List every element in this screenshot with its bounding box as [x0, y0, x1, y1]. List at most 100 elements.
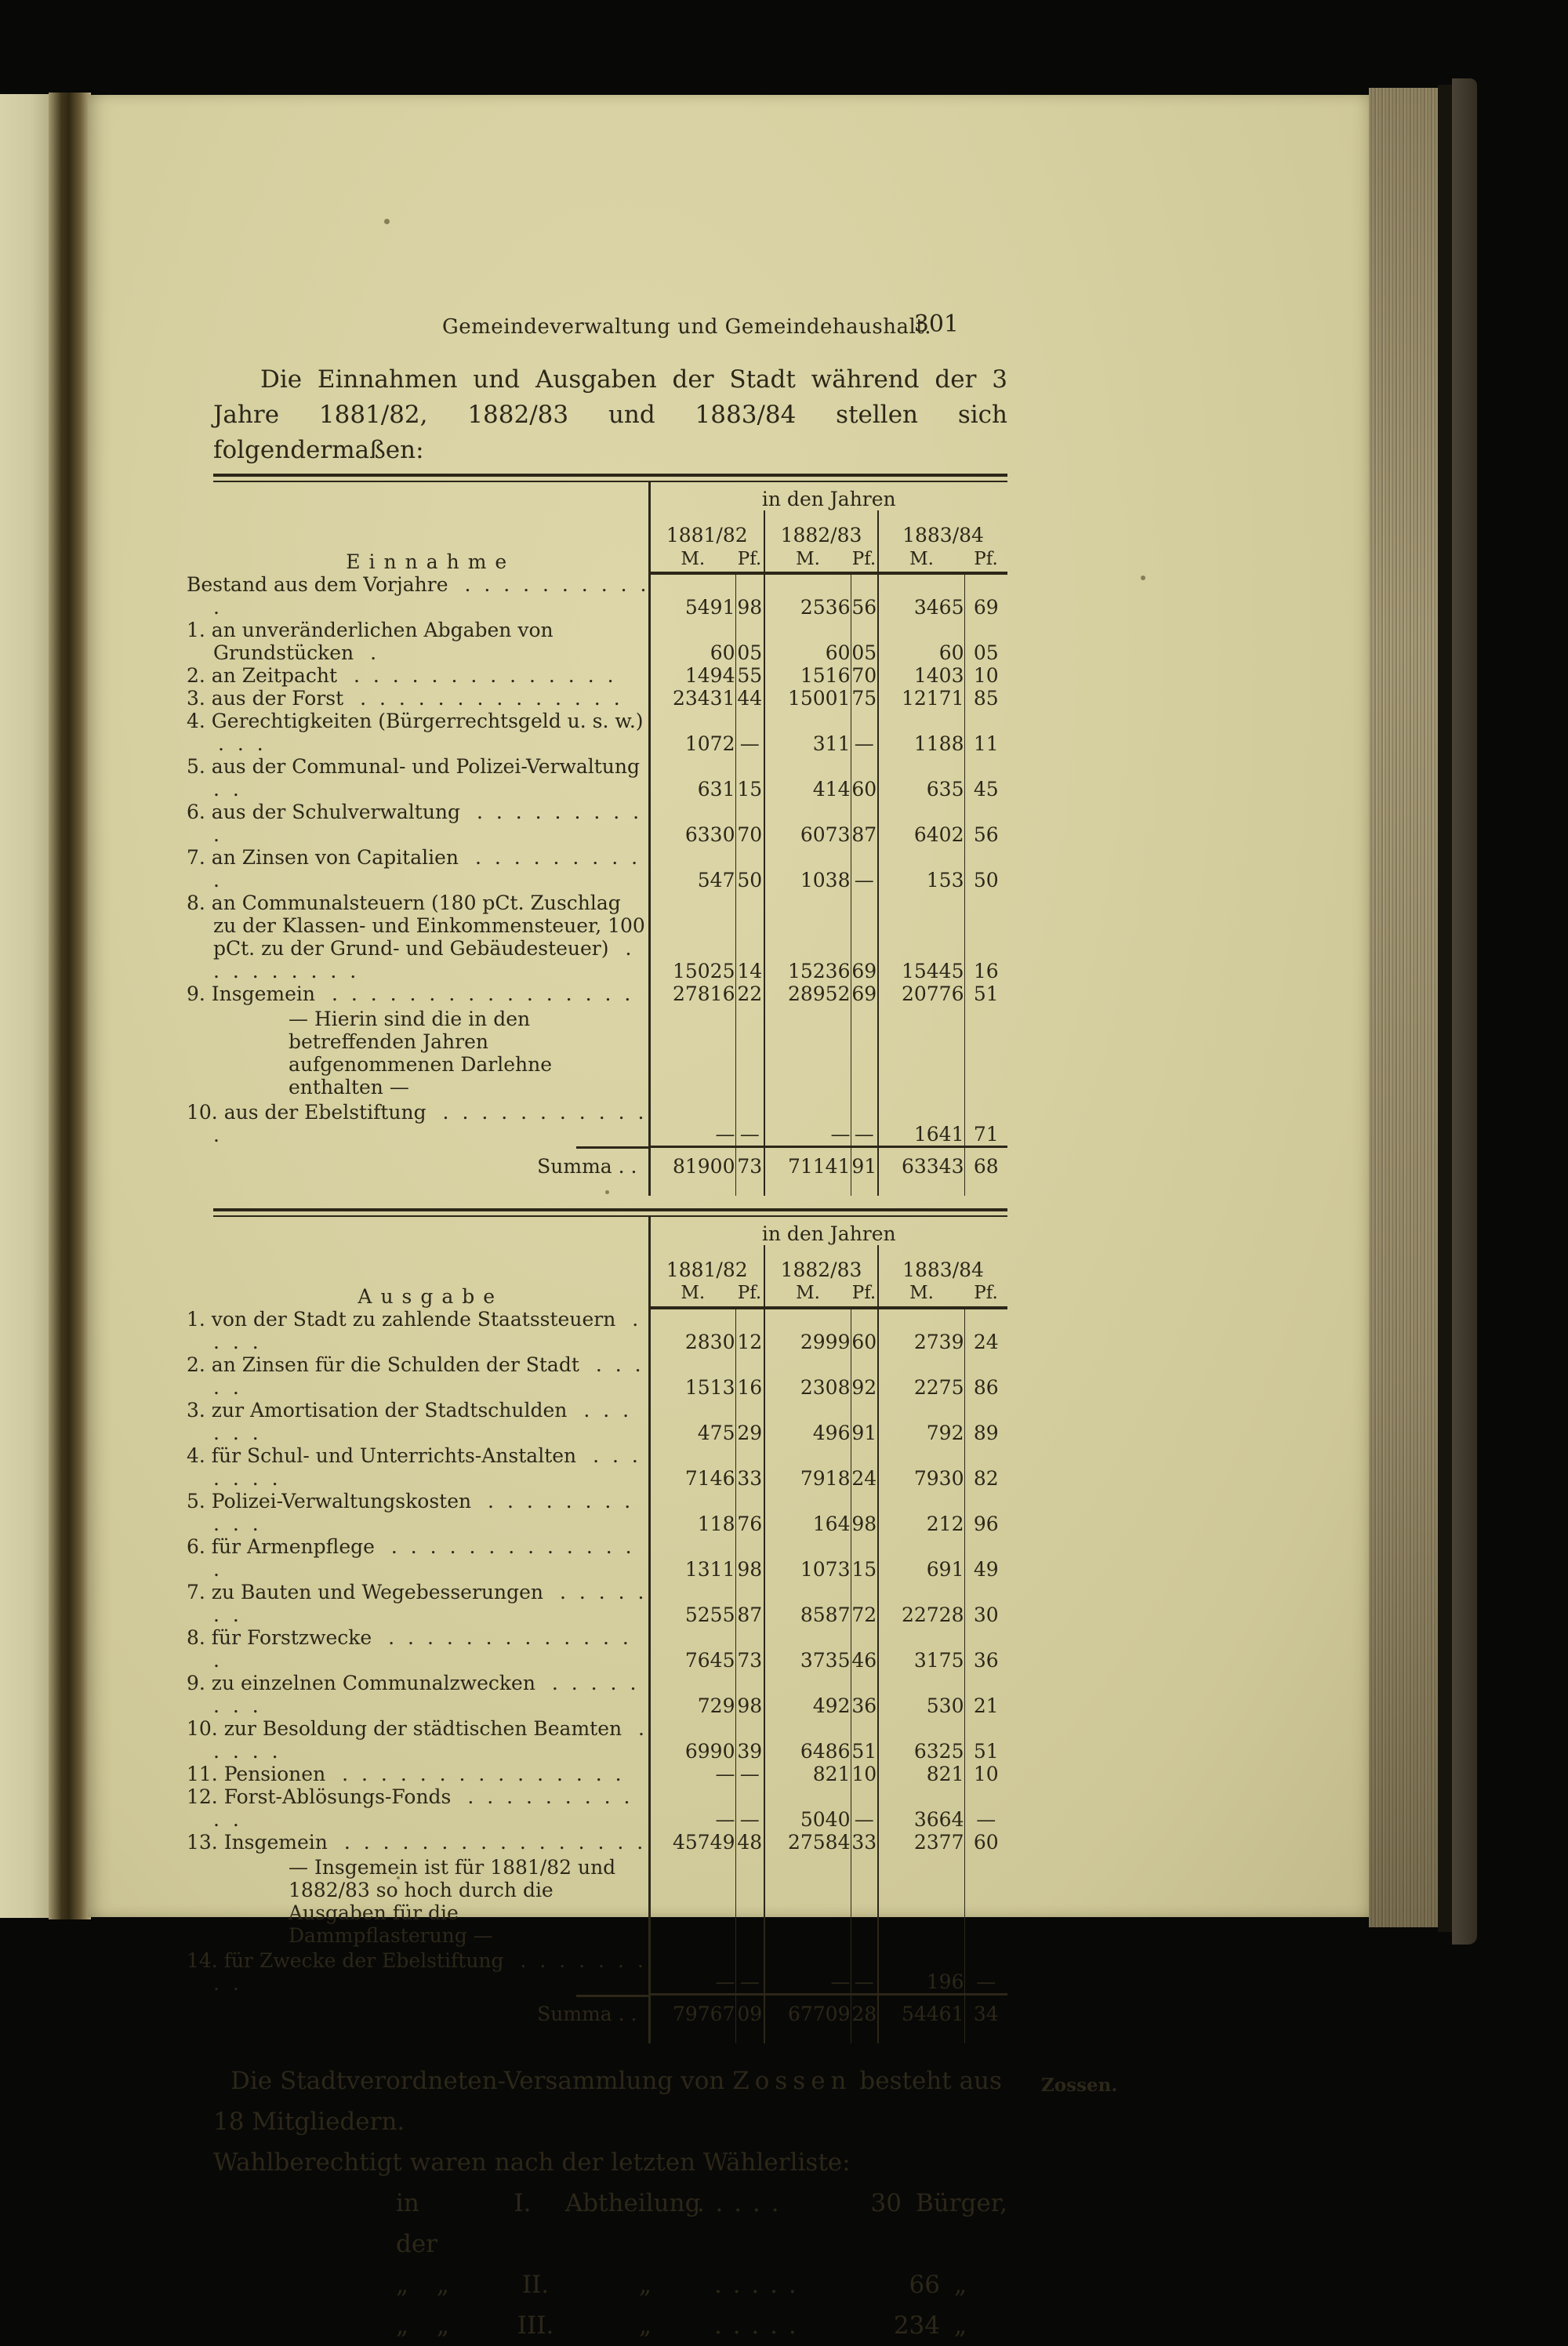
voter-unit: „ [954, 2312, 967, 2340]
row-label: 2. an Zeitpacht . . . . . . . . . . . . … [187, 664, 651, 687]
unit-header-pfennig: Pf. [851, 1280, 879, 1309]
pfennig-value: 24 [851, 1444, 879, 1490]
table-row: 3. aus der Forst . . . . . . . . . . . .… [187, 687, 1007, 710]
dot-leader: . . . . . [714, 2271, 798, 2299]
mark-value: 7930 [878, 1444, 965, 1490]
row-label: 5. Polizei-Verwaltungskosten . . . . . .… [187, 1489, 651, 1535]
mark-value: 196 [878, 1948, 965, 1995]
mark-value: 496 [764, 1398, 851, 1444]
pfennig-value: 55 [735, 664, 765, 687]
mark-value: 23431 [649, 687, 736, 710]
pfennig-value: 85 [973, 687, 999, 710]
mark-value: 311 [764, 710, 851, 755]
mark-value: 7645 [649, 1625, 736, 1672]
pfennig-value [735, 1853, 765, 1949]
table-row: 3. zur Amortisation der Stadtschulden . … [187, 1398, 1007, 1444]
summa-pfennig-value: 28 [851, 1993, 879, 2031]
row-label-text: 8. für Forstzwecke [187, 1625, 372, 1649]
row-label: Bestand aus dem Vorjahre . . . . . . . .… [187, 573, 651, 619]
mark-value [764, 1005, 851, 1101]
row-label-text: 4. Gerechtigkeiten (Bürgerrechtsgeld u. … [187, 710, 644, 732]
pfennig-value: 46 [851, 1625, 879, 1672]
pfennig-value: — [735, 1948, 765, 1995]
pfennig-value: 15 [735, 755, 765, 801]
mark-value: 1516 [764, 664, 851, 687]
mark-value: 1513 [649, 1353, 736, 1399]
unit-header-mark: M. [764, 547, 851, 575]
summa-mark-value: 63343 [878, 1145, 965, 1183]
pfennig-value [735, 1005, 765, 1101]
unit-header-mark: M. [878, 1280, 964, 1309]
mark-value: 153 [878, 846, 965, 892]
table-row: 8. an Communalsteuern (180 pCt. Zuschlag… [187, 892, 1007, 982]
table-row: 6. aus der Schulverwaltung . . . . . . .… [187, 801, 1007, 846]
pfennig-value: 60 [851, 1307, 879, 1353]
voter-list-row: „ „ II. „ . . . . . 66 „ [396, 2264, 1007, 2305]
book-page: Gemeindeverwaltung und Gemeindehaushalt.… [88, 95, 1369, 2340]
unit-header-mark: M. [764, 1280, 851, 1309]
voter-list: in der I. Abtheilung . . . . . 30 Bürger… [396, 2183, 1007, 2346]
summa-label: Summa . . [213, 1994, 651, 2031]
summa-row: Summa . . 81900 73 71141 91 63343 68 [213, 1145, 1008, 1183]
row-label-text: 11. Pensionen [187, 1762, 326, 1785]
unit-header-mark: M. [649, 1280, 735, 1309]
unit-header-pfennig: Pf. [735, 547, 765, 575]
pfennig-value: 69 [851, 982, 879, 1005]
pfennig-value: 98 [851, 1489, 879, 1535]
span-header: in den Jahren [761, 488, 896, 510]
mark-value: 792 [878, 1398, 965, 1444]
mark-value: 1641 [878, 1101, 965, 1146]
book-edge-shadow [1438, 85, 1454, 1932]
row-label-text: 9. zu einzelnen Communalzwecken [187, 1671, 535, 1694]
row-label: 14. für Zwecke der Ebelstiftung . . . . … [187, 1948, 651, 1995]
table-row: 5. aus der Communal- und Polizei-Verwalt… [187, 755, 1007, 801]
summa-mark-value: 71141 [764, 1145, 851, 1183]
pfennig-value: 87 [735, 1580, 765, 1626]
mark-value: 60 [878, 619, 965, 664]
summa-pfennig-value: 34 [964, 1993, 1008, 2031]
dot-leader: . . . . . . . [213, 1444, 640, 1490]
voter-row-prefix: „ „ [396, 2312, 449, 2340]
pfennig-value: 98 [735, 1534, 765, 1581]
mark-value: 20776 [878, 982, 965, 1005]
mark-value [878, 1853, 965, 1949]
mark-value: 212 [878, 1489, 965, 1535]
pfennig-value: 51 [973, 982, 999, 1005]
mark-value: 2999 [764, 1307, 851, 1353]
pfennig-value: 16 [973, 960, 999, 982]
dot-leader: . . . . . . . . . . . . . . [342, 664, 615, 687]
pfennig-value: — [735, 710, 765, 755]
pfennig-value: 14 [735, 892, 765, 982]
pfennig-value: 89 [973, 1421, 999, 1444]
dot-leader: . . . . . . . . . . . [213, 1785, 632, 1831]
mark-value: 1038 [764, 846, 851, 892]
table-row: 4. Gerechtigkeiten (Bürgerrechtsgeld u. … [187, 710, 1007, 755]
mark-value: 6330 [649, 801, 736, 846]
table-row: 12. Forst-Ablösungs-Fonds . . . . . . . … [187, 1785, 1007, 1831]
income-table: Einnahme in den Jahren 1881/82 1882/83 1… [187, 474, 1008, 1196]
voter-unit: „ [954, 2271, 967, 2299]
row-label-text: 4. für Schul- und Unterrichts-Anstalten [187, 1444, 577, 1467]
mark-value: 5255 [649, 1580, 736, 1626]
row-label-text: 9. Insgemein [187, 982, 316, 1005]
mark-value: 15025 [649, 892, 736, 982]
voter-row-division: II. [521, 2271, 550, 2299]
dot-leader: . . . . . [213, 1716, 646, 1763]
table-row: 7. zu Bauten und Wegebesserungen . . . .… [187, 1580, 1007, 1626]
mark-value: 15001 [764, 687, 851, 710]
row-label: 7. zu Bauten und Wegebesserungen . . . .… [187, 1580, 651, 1626]
mark-value: 15445 [878, 892, 965, 982]
table-row: Bestand aus dem Vorjahre . . . . . . . .… [187, 573, 1007, 619]
year-header: 1882/83 [764, 1244, 879, 1281]
table-row: 6. für Armenpflege . . . . . . . . . . .… [187, 1534, 1007, 1581]
mark-value: 6402 [878, 801, 965, 846]
mark-value: 7918 [764, 1444, 851, 1490]
row-label-text: 12. Forst-Ablösungs-Fonds [187, 1785, 452, 1808]
pfennig-value: — [851, 1101, 879, 1146]
mark-value: 1188 [878, 710, 965, 755]
mark-value: 414 [764, 755, 851, 801]
voter-row-label: „ [638, 2271, 652, 2299]
table-tail-row [213, 1182, 1007, 1196]
mark-value: 2830 [649, 1307, 736, 1353]
row-label: 13. Insgemein . . . . . . . . . . . . . … [187, 1830, 651, 1854]
